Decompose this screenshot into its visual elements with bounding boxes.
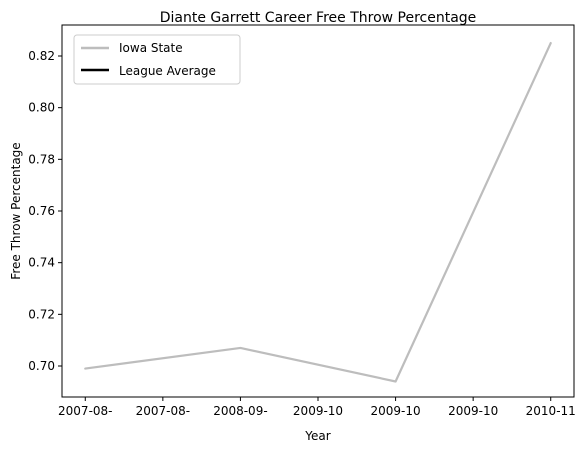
y-tick-label: 0.74 xyxy=(28,256,55,270)
y-tick-label: 0.76 xyxy=(28,204,55,218)
y-tick-label: 0.80 xyxy=(28,101,55,115)
legend-label-iowa-state: Iowa State xyxy=(119,41,183,55)
x-tick-label: 2008-09- xyxy=(213,404,267,418)
legend: Iowa State League Average xyxy=(73,34,241,85)
y-axis-label: Free Throw Percentage xyxy=(9,142,23,279)
x-tick-label: 2007-08- xyxy=(58,404,112,418)
plot-area xyxy=(84,41,552,383)
x-axis-label: Year xyxy=(304,429,330,443)
x-tick-label: 2010-11 xyxy=(526,404,576,418)
x-tick-label: 2007-08- xyxy=(136,404,190,418)
x-axis: 2007-08- 2007-08- 2008-09- 2009-10 2009-10 20… xyxy=(58,397,576,418)
legend-box xyxy=(73,34,241,85)
y-tick-label: 0.70 xyxy=(28,359,55,373)
y-tick-label: 0.72 xyxy=(28,307,55,321)
y-axis: 0.70 0.72 0.74 0.76 0.78 0.80 0.82 xyxy=(28,49,62,373)
y-tick-label: 0.82 xyxy=(28,49,55,63)
legend-label-league-average: League Average xyxy=(119,64,216,78)
chart-title: Diante Garrett Career Free Throw Percent… xyxy=(160,10,477,26)
x-tick-label: 2009-10 xyxy=(371,404,421,418)
y-tick-label: 0.78 xyxy=(28,152,55,166)
series-line-iowa-state xyxy=(84,41,552,383)
x-tick-label: 2009-10 xyxy=(293,404,343,418)
x-tick-label: 2009-10 xyxy=(448,404,498,418)
